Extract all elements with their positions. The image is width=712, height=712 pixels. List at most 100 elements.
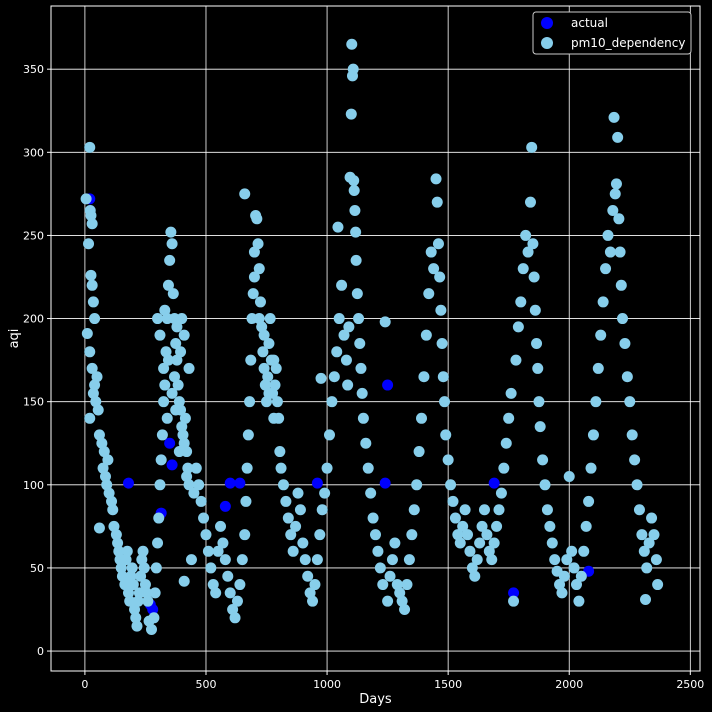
y-tick-label: 300 — [23, 146, 44, 159]
pm10-dependency-point — [126, 562, 138, 574]
pm10-dependency-point — [348, 175, 360, 187]
pm10-dependency-point — [182, 462, 194, 474]
pm10-dependency-point — [92, 404, 104, 416]
pm10-dependency-point — [268, 354, 280, 366]
x-tick-label: 1000 — [313, 678, 341, 691]
pm10-dependency-point — [549, 554, 561, 566]
pm10-dependency-point — [274, 446, 286, 458]
pm10-dependency-point — [408, 504, 420, 516]
axis-ticks: 0 500 1000 1500 2000 2500 0 50 100 150 200 250 300 35… — [23, 63, 704, 691]
pm10-dependency-point — [399, 603, 411, 615]
pm10-dependency-point — [347, 63, 359, 75]
pm10-dependency-point — [86, 279, 98, 291]
pm10-dependency-point — [119, 579, 131, 591]
pm10-dependency-point — [112, 537, 124, 549]
pm10-dependency-point — [447, 495, 459, 507]
pm10-dependency-point — [454, 537, 466, 549]
x-tick-label: 2500 — [676, 678, 704, 691]
pm10-dependency-point — [183, 479, 195, 491]
pm10-dependency-point — [85, 269, 97, 281]
plot-frame — [50, 5, 701, 672]
pm10-dependency-point — [164, 254, 176, 266]
pm10-dependency-point — [563, 470, 575, 482]
pm10-dependency-point — [389, 537, 401, 549]
pm10-dependency-point — [309, 579, 321, 591]
pm10-dependency-point — [297, 537, 309, 549]
pm10-dependency-point — [575, 570, 587, 582]
pm10-dependency-point — [431, 196, 443, 208]
pm10-dependency-point — [624, 396, 636, 408]
pm10-dependency-point — [202, 545, 214, 557]
pm10-dependency-point — [264, 313, 276, 325]
pm10-dependency-point — [166, 238, 178, 250]
pm10-dependency-point — [533, 396, 545, 408]
pm10-dependency-point — [464, 545, 476, 557]
pm10-dependency-point — [84, 141, 96, 153]
pm10-dependency-point — [529, 304, 541, 316]
pm10-dependency-point — [585, 462, 597, 474]
pm10-dependency-point — [357, 412, 369, 424]
pm10-dependency-point — [153, 512, 165, 524]
pm10-dependency-point — [254, 296, 266, 308]
actual-point — [379, 477, 391, 489]
pm10-dependency-point — [259, 379, 271, 391]
y-tick-label: 250 — [23, 229, 44, 242]
pm10-dependency-point — [167, 288, 179, 300]
pm10-dependency-point — [333, 313, 345, 325]
pm10-dependency-point — [442, 454, 454, 466]
pm10-dependency-point — [245, 354, 257, 366]
pm10-dependency-point — [478, 504, 490, 516]
pm10-dependency-point — [413, 446, 425, 458]
pm10-dependency-point — [160, 346, 172, 358]
pm10-dependency-point — [179, 412, 191, 424]
pm10-dependency-point — [242, 429, 254, 441]
pm10-dependency-point — [108, 520, 120, 532]
y-axis-label: aqi — [7, 329, 22, 349]
pm10-dependency-point — [248, 246, 260, 258]
pm10-dependency-point — [537, 454, 549, 466]
pm10-dependency-point — [323, 429, 335, 441]
pm10-dependency-point — [566, 545, 578, 557]
pm10-dependency-point — [321, 462, 333, 474]
pm10-dependency-point — [173, 396, 185, 408]
pm10-dependency-point — [440, 429, 452, 441]
pm10-dependency-point — [258, 362, 270, 374]
pm10-dependency-point — [248, 271, 260, 283]
pm10-dependency-point — [483, 545, 495, 557]
pm10-dependency-point — [476, 520, 488, 532]
actual-point — [508, 587, 520, 599]
x-tick-label: 500 — [195, 678, 216, 691]
pm10-dependency-point — [96, 437, 108, 449]
pm10-dependency-point — [159, 379, 171, 391]
pm10-dependency-point — [263, 387, 275, 399]
pm10-dependency-point — [159, 304, 171, 316]
x-tick-label: 2000 — [555, 678, 583, 691]
pm10-dependency-point — [617, 313, 629, 325]
pm10-dependency-point — [613, 213, 625, 225]
y-tick-label: 200 — [23, 313, 44, 326]
pm10-dependency-point — [532, 362, 544, 374]
pm10-dependency-point — [508, 595, 520, 607]
pm10-dependency-point — [178, 437, 190, 449]
pm10-dependency-point — [224, 587, 236, 599]
pm10-dependency-point — [84, 346, 96, 358]
pm10-dependency-point — [162, 279, 174, 291]
pm10-dependency-point — [554, 579, 566, 591]
pm10-dependency-point — [573, 595, 585, 607]
pm10-dependency-point — [510, 354, 522, 366]
pm10-dependency-point — [597, 296, 609, 308]
legend-label-pm10-dependency: pm10_dependency — [571, 36, 686, 50]
pm10-dependency-point — [124, 595, 136, 607]
pm10-dependency-point — [602, 229, 614, 241]
pm10-dependency-point — [439, 396, 451, 408]
pm10-dependency-point — [631, 479, 643, 491]
pm10-dependency-point — [177, 429, 189, 441]
pm10-dependency-point — [85, 209, 97, 221]
pm10-dependency-point — [355, 362, 367, 374]
pm10-dependency-point — [608, 111, 620, 123]
pm10-dependency-point — [262, 371, 274, 383]
pm10-dependency-point — [437, 371, 449, 383]
pm10-dependency-point — [522, 246, 534, 258]
pm10-dependency-point — [614, 246, 626, 258]
